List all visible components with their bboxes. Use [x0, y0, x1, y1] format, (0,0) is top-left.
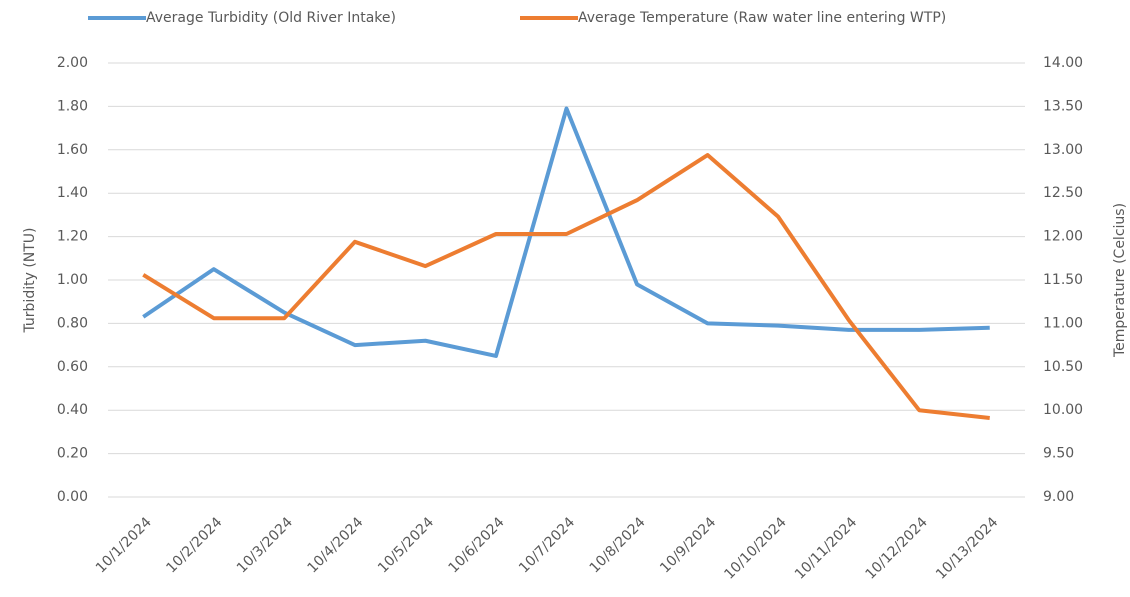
- y2-axis-title: Temperature (Celcius): [1112, 203, 1128, 358]
- y2-tick-label: 13.50: [1043, 98, 1083, 114]
- y2-tick-label: 13.00: [1043, 142, 1083, 158]
- x-tick-label: 10/13/2024: [933, 514, 1001, 582]
- y-tick-label: 2.00: [57, 55, 88, 71]
- y2-tick-label: 9.00: [1043, 489, 1074, 505]
- y-tick-label: 0.00: [57, 489, 88, 505]
- y2-tick-label: 11.00: [1043, 315, 1083, 331]
- y-tick-label: 0.80: [57, 315, 88, 331]
- y-tick-label: 1.20: [57, 229, 88, 245]
- x-tick-label: 10/3/2024: [234, 514, 296, 576]
- y2-tick-label: 9.50: [1043, 446, 1074, 462]
- y2-tick-label: 11.50: [1043, 272, 1083, 288]
- x-tick-label: 10/7/2024: [516, 514, 578, 576]
- y-axis-title: Turbidity (NTU): [22, 227, 38, 333]
- x-tick-label: 10/12/2024: [862, 514, 930, 582]
- x-tick-label: 10/9/2024: [657, 514, 719, 576]
- y-tick-label: 0.60: [57, 359, 88, 375]
- y-tick-label: 1.80: [57, 98, 88, 114]
- y2-tick-label: 12.50: [1043, 185, 1083, 201]
- x-tick-label: 10/5/2024: [375, 514, 437, 576]
- x-tick-label: 10/4/2024: [304, 514, 366, 576]
- x-tick-label: 10/8/2024: [587, 514, 649, 576]
- x-tick-label: 10/6/2024: [446, 514, 508, 576]
- series-line: [142, 153, 990, 420]
- y2-tick-label: 10.50: [1043, 359, 1083, 375]
- x-tick-label: 10/2/2024: [163, 514, 225, 576]
- series-line: [142, 106, 990, 358]
- y-tick-label: 1.40: [57, 185, 88, 201]
- legend-label: Average Turbidity (Old River Intake): [146, 10, 396, 26]
- y2-tick-label: 14.00: [1043, 55, 1083, 71]
- y-tick-label: 0.40: [57, 402, 88, 418]
- y-tick-label: 1.60: [57, 142, 88, 158]
- y2-tick-label: 10.00: [1043, 402, 1083, 418]
- x-tick-label: 10/1/2024: [93, 514, 155, 576]
- y-tick-label: 0.20: [57, 446, 88, 462]
- legend-label: Average Temperature (Raw water line ente…: [578, 10, 946, 26]
- y2-tick-label: 12.00: [1043, 229, 1083, 245]
- x-tick-label: 10/10/2024: [721, 514, 789, 582]
- x-tick-label: 10/11/2024: [792, 514, 860, 582]
- y-tick-label: 1.00: [57, 272, 88, 288]
